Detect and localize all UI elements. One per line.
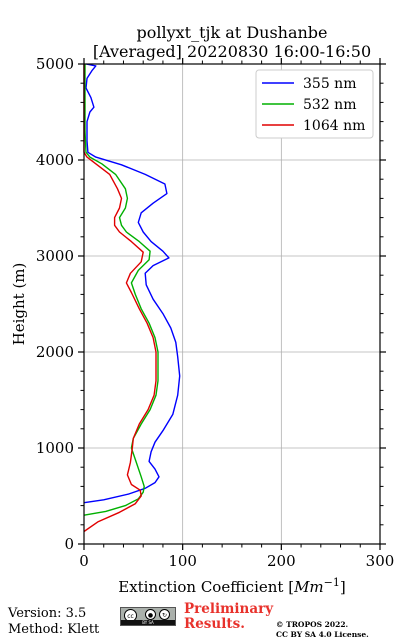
copyright-line-1: © TROPOS 2022.	[276, 620, 349, 629]
legend-label: 532 nm	[303, 97, 356, 113]
chart-title-line-2: [Averaged] 20220830 16:00-16:50	[93, 42, 371, 61]
legend-label: 355 nm	[303, 76, 356, 92]
y-axis-label: Height (m)	[10, 263, 28, 346]
copyright-text: © TROPOS 2022. CC BY SA 4.0 License.	[276, 620, 369, 639]
y-tick-label: 1000	[36, 439, 74, 457]
x-tick-label: 200	[267, 552, 296, 570]
y-tick-label: 3000	[36, 247, 74, 265]
preliminary-line-2: Results.	[184, 616, 245, 632]
series-layer	[83, 63, 181, 533]
cc-license-badge: cc ● ↻ BY SA	[120, 607, 176, 626]
legend-box	[255, 69, 374, 139]
x-tick-label: 300	[366, 552, 395, 570]
preliminary-line-1: Preliminary	[184, 601, 274, 617]
copyright-line-2: CC BY SA 4.0 License.	[276, 629, 369, 639]
y-tick-label: 4000	[36, 151, 74, 169]
series-line-532-nm	[83, 64, 159, 516]
y-tick-label: 0	[64, 535, 74, 553]
legend-label: 1064 nm	[303, 118, 365, 134]
legend: 355 nm 532 nm 1064 nm	[255, 69, 374, 139]
cc-by-icon: ●	[145, 609, 156, 620]
x-tick-label: 0	[79, 552, 89, 570]
x-axis-label: Extinction Coefficient [Mm−1]	[118, 576, 345, 596]
y-tick-label: 2000	[36, 343, 74, 361]
y-tick-label: 5000	[36, 55, 74, 73]
preliminary-results-text: Preliminary Results.	[184, 602, 273, 632]
series-line-1064-nm	[83, 64, 157, 533]
axis-ticks	[78, 58, 386, 550]
footer-info: Version: 3.5 Method: Klett	[8, 606, 99, 638]
plot-frame	[83, 63, 381, 545]
x-tick-label: 100	[168, 552, 197, 570]
cc-bar-text: BY SA	[121, 620, 175, 625]
chart-title-line-1: pollyxt_tjk at Dushanbe	[136, 23, 327, 42]
cc-sa-icon: ↻	[159, 609, 170, 620]
version-text: Version: 3.5	[8, 606, 87, 621]
extinction-profile-chart: pollyxt_tjk at Dushanbe [Averaged] 20220…	[10, 23, 395, 596]
method-text: Method: Klett	[8, 622, 100, 637]
series-line-355-nm	[83, 63, 181, 504]
